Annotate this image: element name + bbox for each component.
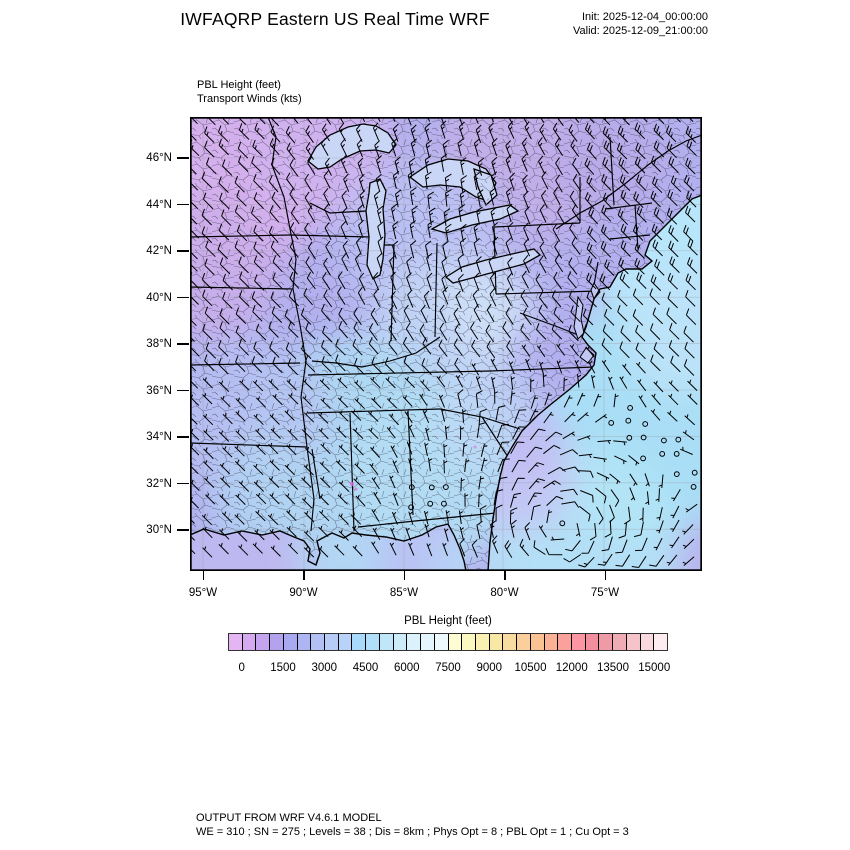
colorbar-cell: [461, 634, 475, 650]
colorbar-tick-label: 10500: [514, 662, 547, 674]
colorbar-cell: [269, 634, 283, 650]
transport-winds-units-label: Transport Winds (kts): [197, 93, 302, 105]
run-info-block: Init: 2025-12-04_00:00:00 Valid: 2025-12…: [500, 10, 708, 38]
colorbar-cell: [255, 634, 270, 650]
lon-tick-mark: [403, 571, 405, 580]
colorbar-cell: [625, 634, 640, 650]
colorbar-cell: [488, 634, 503, 650]
colorbar-cell: [543, 634, 558, 650]
lat-tick-label: 44°N: [146, 198, 172, 211]
colorbar-cell: [310, 634, 325, 650]
lat-tick-mark: [177, 389, 189, 391]
colorbar-tick-label: 9000: [476, 662, 503, 674]
pbl-height-colorbar: [228, 633, 668, 651]
lat-tick-mark: [177, 250, 189, 252]
colorbar-cell: [378, 634, 393, 650]
pbl-hotspot-dots: [349, 445, 477, 491]
model-config-footer: OUTPUT FROM WRF V4.6.1 MODEL WE = 310 ; …: [196, 812, 629, 839]
colorbar-tick-label: 13500: [597, 662, 629, 674]
lon-tick-mark: [604, 571, 606, 580]
lat-tick-label: 32°N: [146, 477, 172, 490]
lon-tick-mark: [303, 571, 305, 580]
colorbar-cell: [612, 634, 626, 650]
colorbar-cell: [516, 634, 530, 650]
colorbar-cell: [584, 634, 599, 650]
colorbar-cell: [639, 634, 654, 650]
lat-tick-mark: [177, 296, 189, 298]
colorbar-tick-label: 15000: [638, 662, 671, 674]
lon-tick-mark: [202, 571, 204, 580]
lat-tick-label: 46°N: [146, 152, 172, 164]
valid-time-label: Valid: 2025-12-09_21:00:00: [573, 25, 708, 37]
lat-tick-label: 40°N: [146, 291, 172, 304]
map-border: [190, 117, 702, 571]
colorbar-cell: [529, 634, 544, 650]
colorbar-cell: [420, 634, 434, 650]
plot-title: IWFAQRP Eastern US Real Time WRF: [180, 9, 490, 29]
bays-water: [574, 283, 600, 363]
lat-tick-mark: [177, 157, 189, 159]
colorbar-title: PBL Height (feet): [404, 615, 492, 627]
lon-tick-label: 85°W: [389, 587, 419, 599]
colorbar-cell: [296, 634, 311, 650]
colorbar-tick-label: 12000: [555, 662, 588, 674]
colorbar-tick-label: 1500: [270, 662, 296, 674]
colorbar-cell: [570, 634, 585, 650]
colorbar-cell: [406, 634, 421, 650]
map-svg: [190, 117, 702, 571]
lat-tick-label: 42°N: [146, 245, 172, 257]
colorbar-cell: [447, 634, 462, 650]
colorbar-tick-label: 3000: [311, 662, 338, 674]
colorbar-cell: [598, 634, 613, 650]
colorbar-tick-label: 4500: [352, 662, 379, 674]
colorbar-tick-label: 6000: [393, 662, 420, 674]
lon-tick-label: 75°W: [590, 587, 620, 599]
field-label-block: PBL Height (feet) Transport Winds (kts): [197, 78, 302, 106]
lat-tick-label: 38°N: [146, 338, 172, 350]
colorbar-cell: [241, 634, 256, 650]
lon-tick-label: 90°W: [289, 587, 318, 599]
colorbar-cell: [337, 634, 352, 650]
lat-tick-mark: [177, 529, 189, 531]
colorbar-cell: [229, 634, 242, 650]
colorbar-cell: [324, 634, 338, 650]
colorbar-tick-label: 7500: [435, 662, 461, 674]
colorbar-cell: [474, 634, 489, 650]
lat-tick-mark: [177, 482, 189, 484]
colorbar-cell: [502, 634, 517, 650]
colorbar-cell: [392, 634, 407, 650]
lat-tick-mark: [177, 343, 189, 345]
pbl-height-units-label: PBL Height (feet): [197, 79, 281, 91]
colorbar-cell: [653, 634, 667, 650]
model-config-line: WE = 310 ; SN = 275 ; Levels = 38 ; Dis …: [196, 825, 629, 838]
wrf-map-canvas: [190, 117, 702, 571]
lat-tick-mark: [177, 436, 189, 438]
lon-tick-label: 95°W: [188, 587, 218, 599]
init-time-label: Init: 2025-12-04_00:00:00: [582, 11, 708, 23]
lon-tick-label: 80°W: [490, 587, 519, 599]
colorbar-cell: [282, 634, 297, 650]
map-layers: [190, 117, 702, 571]
colorbar-cell: [433, 634, 448, 650]
lat-tick-label: 34°N: [146, 431, 172, 443]
colorbar-cell: [365, 634, 379, 650]
colorbar-cell: [351, 634, 366, 650]
lat-tick-mark: [177, 203, 189, 205]
lon-tick-mark: [504, 571, 506, 580]
wind-barb-layer: [190, 117, 698, 568]
colorbar-cell: [557, 634, 571, 650]
colorbar-tick-label: 0: [238, 662, 245, 674]
model-version-line: OUTPUT FROM WRF V4.6.1 MODEL: [196, 812, 382, 824]
lat-tick-label: 30°N: [146, 524, 172, 536]
lat-tick-label: 36°N: [146, 384, 172, 397]
